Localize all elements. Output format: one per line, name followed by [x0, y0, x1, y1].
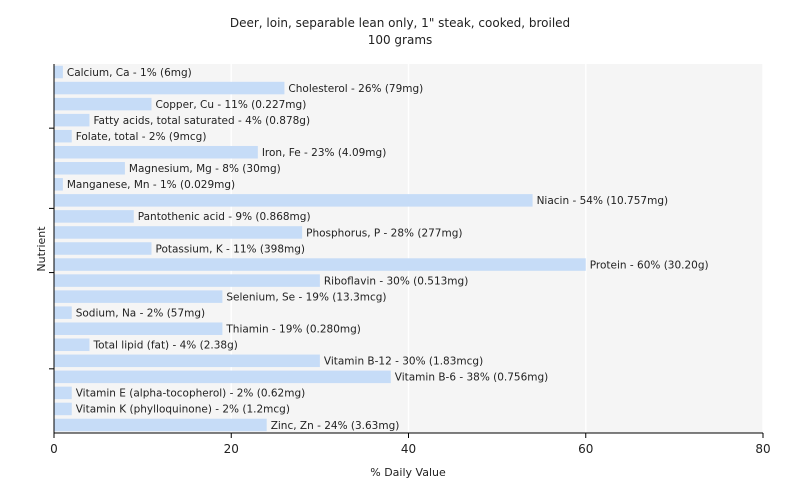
bar	[54, 258, 586, 271]
bar	[54, 194, 533, 207]
bar	[54, 418, 267, 432]
bar	[54, 370, 391, 384]
bar	[54, 322, 223, 335]
bar-label: Riboflavin - 30% (0.513mg)	[324, 275, 468, 287]
bar-label: Thiamin - 19% (0.280mg)	[225, 324, 361, 336]
bar	[54, 145, 258, 159]
bar	[54, 81, 285, 95]
x-tick-label: 60	[578, 442, 593, 456]
bar-label: Vitamin K (phylloquinone) - 2% (1.2mcg)	[76, 404, 290, 416]
bar-label: Total lipid (fat) - 4% (2.38g)	[92, 340, 237, 352]
bar-label: Vitamin B-12 - 30% (1.83mcg)	[324, 356, 483, 368]
chart-subtitle: 100 grams	[368, 33, 433, 47]
bar-labels: Calcium, Ca - 1% (6mg) Cholesterol - 26% …	[67, 67, 709, 432]
bar	[54, 306, 72, 319]
bar-label: Folate, total - 2% (9mcg)	[76, 131, 207, 143]
bar-label: Sodium, Na - 2% (57mg)	[76, 307, 205, 319]
bar	[54, 113, 90, 127]
bar	[54, 402, 72, 416]
bar	[54, 338, 90, 352]
chart-title: Deer, loin, separable lean only, 1" stea…	[230, 16, 570, 30]
bar-label: Iron, Fe - 23% (4.09mg)	[262, 147, 386, 159]
bar-label: Potassium, K - 11% (398mg)	[155, 243, 305, 255]
axes: 0 20 40 60 80	[49, 64, 771, 456]
bar-label: Vitamin B-6 - 38% (0.756mg)	[395, 372, 549, 384]
bar	[54, 386, 72, 400]
bar	[54, 354, 320, 368]
bar-label: Magnesium, Mg - 8% (30mg)	[129, 163, 281, 175]
bar	[54, 178, 63, 191]
bar	[54, 210, 134, 223]
x-tick-label: 0	[50, 442, 58, 456]
y-axis-label: Nutrient	[35, 226, 48, 272]
bar-label: Manganese, Mn - 1% (0.029mg)	[67, 179, 235, 191]
x-tick-label: 20	[224, 442, 239, 456]
bar-label: Cholesterol - 26% (79mg)	[288, 83, 423, 95]
bar-label: Zinc, Zn - 24% (3.63mg)	[271, 420, 400, 432]
bar-label: Copper, Cu - 11% (0.227mg)	[155, 99, 306, 111]
bar-label: Niacin - 54% (10.757mg)	[537, 195, 669, 207]
bar-label: Vitamin E (alpha-tocopherol) - 2% (0.62m…	[76, 388, 306, 400]
bar-label: Phosphorus, P - 28% (277mg)	[306, 227, 462, 239]
bar-label: Pantothenic acid - 9% (0.868mg)	[138, 211, 311, 223]
bar	[54, 290, 223, 303]
bars	[54, 65, 586, 432]
bar	[54, 65, 63, 79]
x-tick-label: 80	[755, 442, 770, 456]
x-tick-label: 40	[401, 442, 416, 456]
bar	[54, 97, 152, 111]
bar-label: Fatty acids, total saturated - 4% (0.878…	[93, 115, 310, 127]
bar-label: Selenium, Se - 19% (13.3mcg)	[226, 291, 386, 303]
bar	[54, 274, 320, 287]
bar	[54, 129, 72, 143]
bar-label: Calcium, Ca - 1% (6mg)	[67, 67, 192, 79]
bar	[54, 226, 303, 239]
x-axis-label: % Daily Value	[370, 466, 446, 479]
bar	[54, 162, 125, 175]
bar	[54, 242, 152, 255]
bar-label: Protein - 60% (30.20g)	[590, 259, 709, 271]
